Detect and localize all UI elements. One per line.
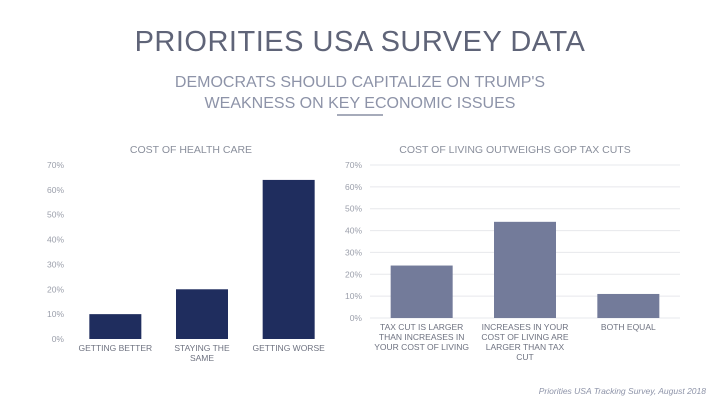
right-y-tick-label: 40% bbox=[345, 226, 362, 236]
right-category-label: INCREASES IN YOUR bbox=[482, 322, 569, 332]
right-category-label: BOTH EQUAL bbox=[601, 322, 656, 332]
right-y-tick-label: 10% bbox=[345, 291, 362, 301]
left-y-tick-label: 60% bbox=[47, 185, 64, 195]
left-y-tick-label: 70% bbox=[47, 160, 64, 170]
right-bar bbox=[494, 221, 556, 318]
right-y-tick-label: 70% bbox=[345, 160, 362, 170]
source-note: Priorities USA Tracking Survey, August 2… bbox=[538, 386, 706, 396]
right-y-tick-label: 30% bbox=[345, 247, 362, 257]
left-y-tick-label: 10% bbox=[47, 309, 64, 319]
left-y-tick-label: 40% bbox=[47, 235, 64, 245]
right-y-tick-label: 60% bbox=[345, 182, 362, 192]
subtitle-line-1: DEMOCRATS SHOULD CAPITALIZE ON TRUMP'S bbox=[174, 74, 546, 91]
left-y-tick-label: 30% bbox=[47, 259, 64, 269]
right-category-label: THAN INCREASES IN bbox=[379, 332, 465, 342]
left-category-label: STAYING THE bbox=[174, 343, 230, 353]
right-chart-title: COST OF LIVING OUTWEIGHS GOP TAX CUTS bbox=[399, 144, 630, 156]
right-category-label: LARGER THAN TAX bbox=[486, 342, 565, 352]
left-chart-title: COST OF HEALTH CARE bbox=[130, 144, 252, 156]
right-category-label: YOUR COST OF LIVING bbox=[374, 342, 469, 352]
right-y-tick-label: 50% bbox=[345, 204, 362, 214]
right-bar bbox=[597, 293, 660, 318]
right-y-tick-label: 20% bbox=[345, 269, 362, 279]
left-y-tick-label: 50% bbox=[47, 210, 64, 220]
page-subtitle: DEMOCRATS SHOULD CAPITALIZE ON TRUMP'S W… bbox=[0, 72, 720, 114]
left-category-label: SAME bbox=[190, 353, 214, 363]
title-divider bbox=[337, 114, 383, 116]
page-title: PRIORITIES USA SURVEY DATA bbox=[134, 26, 586, 58]
subtitle-line-2: WEAKNESS ON KEY ECONOMIC ISSUES bbox=[204, 95, 516, 112]
left-bar bbox=[176, 289, 228, 339]
left-bar bbox=[89, 314, 142, 339]
left-category-label: GETTING WORSE bbox=[253, 343, 326, 353]
right-category-label: TAX CUT IS LARGER bbox=[380, 322, 463, 332]
right-y-tick-label: 0% bbox=[350, 313, 363, 323]
left-y-tick-label: 20% bbox=[47, 284, 64, 294]
left-y-tick-label: 0% bbox=[52, 334, 65, 344]
right-category-label: CUT bbox=[516, 352, 533, 362]
right-category-label: COST OF LIVING ARE bbox=[481, 332, 569, 342]
left-category-label: GETTING BETTER bbox=[78, 343, 152, 353]
right-bar bbox=[390, 265, 453, 318]
left-bar bbox=[262, 179, 315, 339]
